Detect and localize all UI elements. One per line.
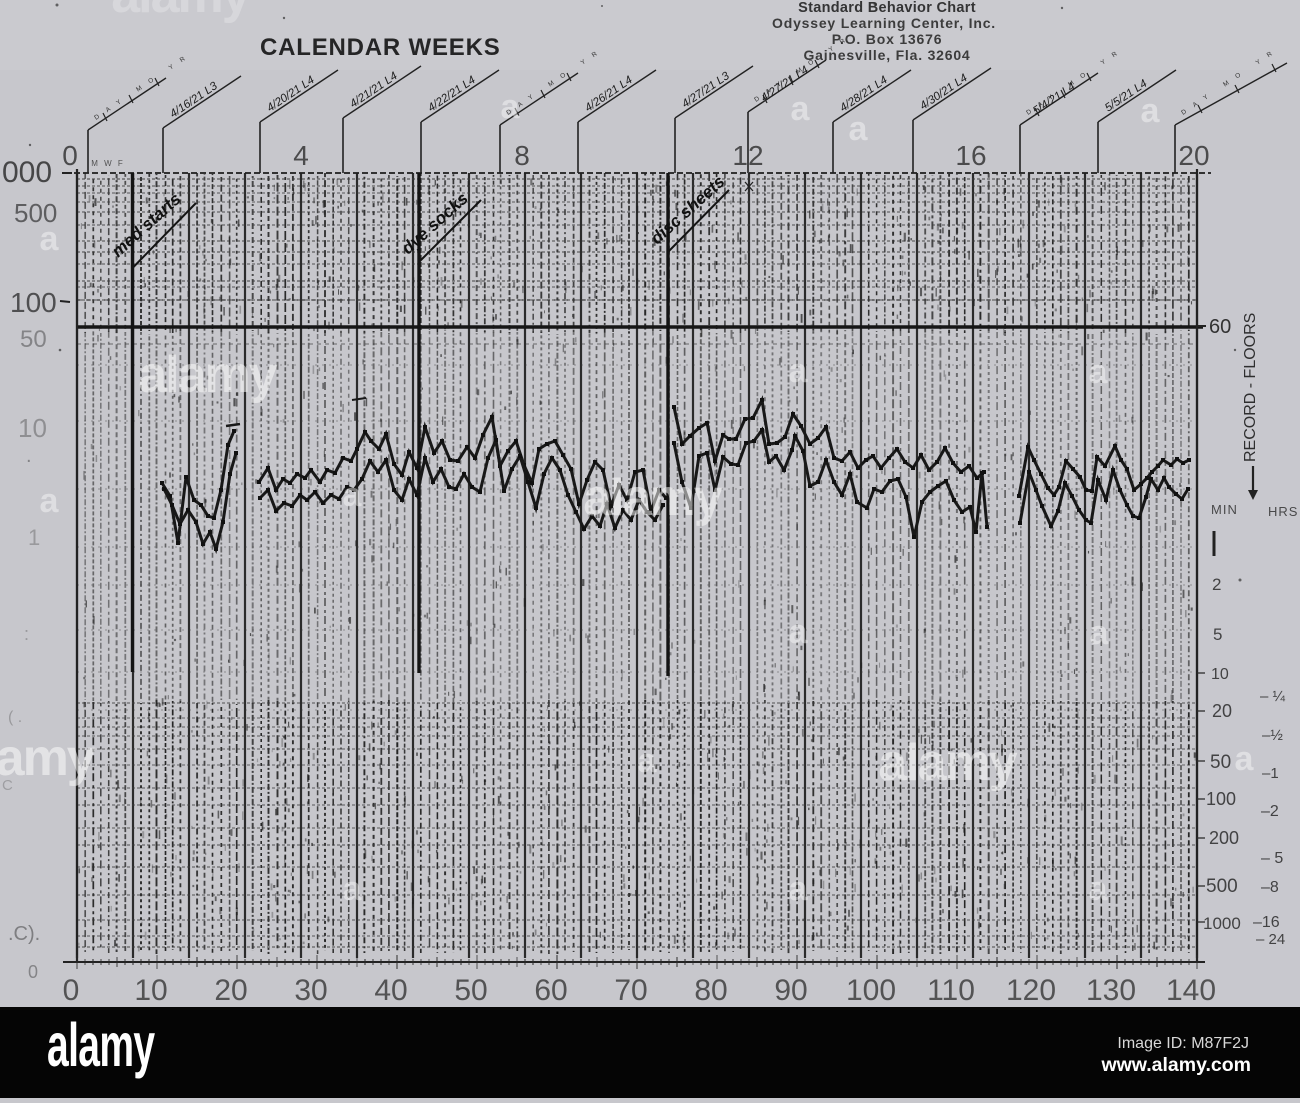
svg-text:– 5: – 5 [1261,850,1283,867]
svg-text:Gainesville, Fla. 32604: Gainesville, Fla. 32604 [803,47,970,63]
svg-text:www.alamy.com: www.alamy.com [1100,1054,1251,1076]
svg-text:12: 12 [732,140,763,171]
svg-text:100: 100 [846,974,896,1007]
svg-text:100: 100 [10,287,57,318]
svg-text:alamy: alamy [878,734,1018,792]
svg-text:a: a [789,352,809,390]
svg-text:8: 8 [514,140,530,171]
svg-text:90: 90 [774,974,807,1007]
svg-text:P.O. Box 13676: P.O. Box 13676 [832,31,943,47]
svg-text:40: 40 [374,974,407,1007]
svg-text:a: a [789,870,809,908]
svg-text:50: 50 [1210,752,1231,773]
svg-text:200: 200 [1209,828,1239,848]
svg-text:alamy: alamy [0,729,96,787]
svg-text:a: a [638,742,658,780]
svg-text:60: 60 [534,974,567,1007]
svg-text:100: 100 [1206,789,1236,809]
svg-text:alamy: alamy [47,1011,156,1079]
svg-text:20: 20 [1178,140,1209,171]
svg-text:alamy: alamy [111,0,251,24]
svg-text:0: 0 [63,974,80,1007]
svg-text:CALENDAR WEEKS: CALENDAR WEEKS [260,34,501,61]
svg-text:M W F: M W F [91,159,125,168]
svg-text:– ¼: – ¼ [1260,688,1286,705]
svg-text:a: a [343,476,363,514]
svg-text:60: 60 [1209,316,1231,338]
svg-text:130: 130 [1086,974,1136,1007]
svg-text:0: 0 [28,962,38,982]
svg-text:( .: ( . [8,709,22,726]
svg-text:–1: –1 [1262,765,1279,782]
svg-text:50: 50 [20,326,47,353]
svg-text:Standard Behavior Chart: Standard Behavior Chart [798,0,976,16]
svg-text:–½: –½ [1262,727,1283,744]
svg-text:a: a [789,613,809,651]
svg-text:10: 10 [134,974,167,1007]
svg-text:–8: –8 [1261,879,1279,896]
svg-text:Odyssey Learning Center, Inc.: Odyssey Learning Center, Inc. [772,15,996,31]
svg-text:HRS: HRS [1268,504,1298,519]
svg-text:140: 140 [1166,974,1216,1007]
svg-text:a: a [849,110,869,148]
svg-text:.: . [26,445,32,467]
svg-text:10: 10 [1211,666,1229,683]
svg-text:a: a [791,90,811,128]
svg-text:120: 120 [1006,974,1056,1007]
svg-text:alamy: alamy [583,469,723,527]
svg-text:50: 50 [454,974,487,1007]
svg-text:a: a [501,88,521,126]
svg-text:4: 4 [293,140,309,171]
svg-text:–16: –16 [1253,914,1280,931]
svg-text:2: 2 [1212,575,1221,594]
svg-text:Image ID: M87F2J: Image ID: M87F2J [1117,1035,1249,1052]
svg-text:–2: –2 [1261,803,1279,820]
svg-text:.C).: .C). [8,923,40,945]
svg-text:a: a [1141,92,1161,130]
svg-text:000: 000 [2,156,52,189]
svg-text:5: 5 [1213,625,1222,644]
svg-text:110: 110 [927,974,975,1007]
svg-text:a: a [1235,740,1255,778]
svg-text:a: a [1089,353,1109,391]
svg-text:a: a [40,482,60,520]
svg-text:20: 20 [214,974,247,1007]
svg-text:a: a [1090,614,1110,652]
svg-text:MIN: MIN [1211,502,1238,517]
svg-text:70: 70 [614,974,647,1007]
svg-text:a: a [40,220,60,258]
svg-text:0: 0 [62,140,78,171]
svg-text:80: 80 [694,974,727,1007]
svg-text:1: 1 [28,525,40,550]
svg-text:alamy: alamy [138,346,278,404]
svg-text:16: 16 [955,140,986,171]
svg-text:RECORD - FLOORS: RECORD - FLOORS [1242,313,1259,462]
svg-text:30: 30 [294,974,327,1007]
svg-text:C: C [2,777,13,794]
svg-text:20: 20 [1212,701,1232,721]
svg-text:10: 10 [18,413,47,443]
svg-text:– 24: – 24 [1256,931,1285,948]
svg-text:500: 500 [14,198,57,228]
svg-text:a: a [343,870,363,908]
svg-text:1000: 1000 [1203,914,1241,933]
svg-text:a: a [1089,870,1109,908]
svg-text:500: 500 [1206,876,1238,897]
svg-text::: : [24,624,29,644]
